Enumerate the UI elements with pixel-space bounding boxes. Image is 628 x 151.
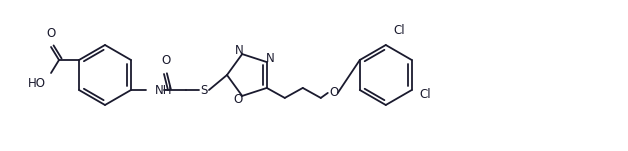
Text: Cl: Cl xyxy=(394,24,406,37)
Text: O: O xyxy=(161,54,171,67)
Text: N: N xyxy=(235,44,244,57)
Text: O: O xyxy=(329,86,338,99)
Text: NH: NH xyxy=(155,84,173,96)
Text: O: O xyxy=(234,93,243,106)
Text: O: O xyxy=(46,27,56,40)
Text: N: N xyxy=(266,52,274,65)
Text: S: S xyxy=(200,84,208,96)
Text: HO: HO xyxy=(28,77,46,90)
Text: Cl: Cl xyxy=(420,87,431,101)
